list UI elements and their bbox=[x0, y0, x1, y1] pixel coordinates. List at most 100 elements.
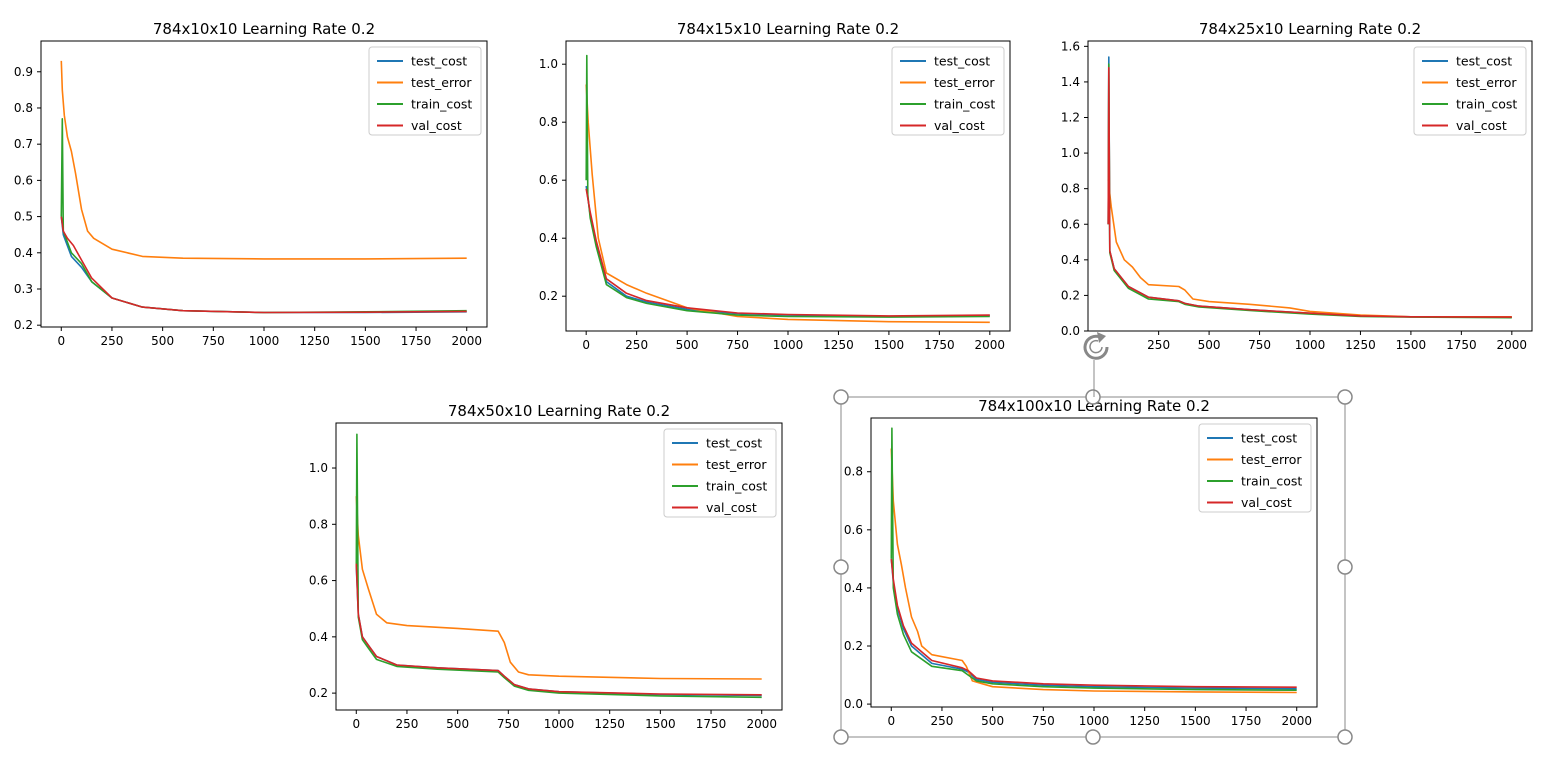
x-tick-label: 500 bbox=[151, 334, 174, 348]
legend-label-test_cost: test_cost bbox=[1456, 54, 1512, 69]
chart-title: 784x25x10 Learning Rate 0.2 bbox=[1199, 20, 1421, 38]
y-tick-label: 0.6 bbox=[309, 574, 328, 588]
resize-handle-icon[interactable] bbox=[1085, 389, 1101, 405]
x-tick-label: 250 bbox=[931, 714, 954, 728]
series-line-train_cost bbox=[60, 118, 467, 314]
legend-label-train_cost: train_cost bbox=[1456, 97, 1517, 112]
x-tick-label: 1750 bbox=[696, 717, 727, 731]
x-tick-label: 1750 bbox=[1231, 714, 1262, 728]
y-tick-label: 0.2 bbox=[1061, 288, 1080, 302]
y-tick-label: 0.6 bbox=[539, 173, 558, 187]
x-tick-label: 750 bbox=[1032, 714, 1055, 728]
x-tick-label: 1250 bbox=[1345, 338, 1376, 352]
chart-1: 784x10x10 Learning Rate 0.2 0 250 500 750 100… bbox=[14, 20, 488, 348]
rotate-handle-icon[interactable] bbox=[1083, 332, 1109, 360]
resize-handle-icon[interactable] bbox=[1337, 729, 1353, 745]
x-tick-label: 750 bbox=[202, 334, 225, 348]
resize-handle-icon[interactable] bbox=[833, 389, 849, 405]
legend-label-test_error: test_error bbox=[706, 457, 767, 472]
x-tick-label: 1000 bbox=[544, 717, 575, 731]
x-tick-label: 1500 bbox=[1396, 338, 1427, 352]
series-line-test_cost bbox=[585, 185, 990, 318]
series-line-test_error bbox=[890, 448, 1297, 694]
x-tick-label: 1000 bbox=[1079, 714, 1110, 728]
x-tick-label: 500 bbox=[1198, 338, 1221, 352]
x-tick-label: 1750 bbox=[401, 334, 432, 348]
y-tick-label: 0.6 bbox=[844, 523, 863, 537]
series-line-train_cost bbox=[890, 427, 1297, 691]
legend-label-test_cost: test_cost bbox=[934, 54, 990, 69]
x-tick-label: 1500 bbox=[874, 338, 905, 352]
resize-handle-icon[interactable] bbox=[1337, 559, 1353, 575]
y-tick-label: 0.4 bbox=[539, 231, 558, 245]
x-tick-label: 250 bbox=[625, 338, 648, 352]
legend-box bbox=[1198, 423, 1312, 513]
y-tick-label: 0.4 bbox=[309, 630, 328, 644]
x-tick-label: 2000 bbox=[451, 334, 482, 348]
y-tick-label: 0.8 bbox=[844, 465, 863, 479]
chart-title: 784x100x10 Learning Rate 0.2 bbox=[978, 397, 1210, 415]
y-tick-label: 0.5 bbox=[14, 210, 33, 224]
x-tick-label: 1000 bbox=[249, 334, 280, 348]
series-line-val_cost bbox=[60, 216, 467, 314]
series-line-val_cost bbox=[585, 188, 990, 317]
resize-handle-icon[interactable] bbox=[833, 729, 849, 745]
chart-title: 784x15x10 Learning Rate 0.2 bbox=[677, 20, 899, 38]
x-tick-label: 2000 bbox=[746, 717, 777, 731]
y-tick-label: 0.3 bbox=[14, 282, 33, 296]
plot-area bbox=[890, 427, 1297, 694]
legend-label-val_cost: val_cost bbox=[411, 118, 462, 133]
y-tick-label: 0.2 bbox=[14, 318, 33, 332]
x-tick-label: 1500 bbox=[645, 717, 676, 731]
y-tick-label: 0.2 bbox=[844, 639, 863, 653]
x-tick-label: 1000 bbox=[773, 338, 804, 352]
series-line-test_error bbox=[355, 496, 762, 680]
resize-handle-icon[interactable] bbox=[833, 559, 849, 575]
plot-area bbox=[355, 433, 762, 699]
series-line-val_cost bbox=[1107, 66, 1512, 318]
legend: test_cost test_error train_cost val_cost bbox=[663, 428, 777, 518]
y-tick-label: 1.4 bbox=[1061, 75, 1080, 89]
y-tick-label: 0.6 bbox=[14, 173, 33, 187]
y-tick-label: 0.2 bbox=[539, 289, 558, 303]
x-tick-label: 250 bbox=[101, 334, 124, 348]
x-tick-label: 1500 bbox=[350, 334, 381, 348]
y-tick-label: 0.2 bbox=[309, 686, 328, 700]
series-line-val_cost bbox=[890, 558, 1297, 689]
x-tick-label: 2000 bbox=[975, 338, 1006, 352]
legend-label-val_cost: val_cost bbox=[1241, 495, 1292, 510]
selection-frame[interactable] bbox=[833, 332, 1353, 745]
legend-label-test_cost: test_cost bbox=[411, 54, 467, 69]
x-tick-label: 1750 bbox=[924, 338, 955, 352]
y-tick-label: 0.4 bbox=[844, 581, 863, 595]
resize-handle-icon[interactable] bbox=[1085, 729, 1101, 745]
legend-label-train_cost: train_cost bbox=[934, 97, 995, 112]
legend-label-test_cost: test_cost bbox=[1241, 431, 1297, 446]
y-tick-label: 1.6 bbox=[1061, 39, 1080, 53]
x-tick-label: 750 bbox=[1248, 338, 1271, 352]
legend-label-test_cost: test_cost bbox=[706, 436, 762, 451]
x-tick-label: 1750 bbox=[1446, 338, 1477, 352]
y-tick-label: 0.8 bbox=[1061, 182, 1080, 196]
x-tick-label: 750 bbox=[497, 717, 520, 731]
y-tick-label: 1.2 bbox=[1061, 111, 1080, 125]
x-tick-label: 250 bbox=[396, 717, 419, 731]
y-tick-label: 1.0 bbox=[309, 461, 328, 475]
legend-label-val_cost: val_cost bbox=[706, 500, 757, 515]
x-tick-label: 0 bbox=[887, 714, 895, 728]
chart-title: 784x10x10 Learning Rate 0.2 bbox=[153, 20, 375, 38]
x-tick-label: 0 bbox=[582, 338, 590, 352]
x-tick-label: 1000 bbox=[1295, 338, 1326, 352]
x-tick-label: 0 bbox=[57, 334, 65, 348]
legend: test_cost test_error train_cost val_cost bbox=[368, 46, 482, 136]
x-tick-label: 2000 bbox=[1281, 714, 1312, 728]
legend-label-train_cost: train_cost bbox=[706, 479, 767, 494]
legend: test_cost test_error train_cost val_cost bbox=[1413, 46, 1527, 136]
y-tick-label: 1.0 bbox=[1061, 146, 1080, 160]
series-line-test_cost bbox=[890, 558, 1297, 690]
legend-box bbox=[368, 46, 482, 136]
y-tick-label: 0.8 bbox=[539, 115, 558, 129]
legend-label-val_cost: val_cost bbox=[934, 118, 985, 133]
resize-handle-icon[interactable] bbox=[1337, 389, 1353, 405]
